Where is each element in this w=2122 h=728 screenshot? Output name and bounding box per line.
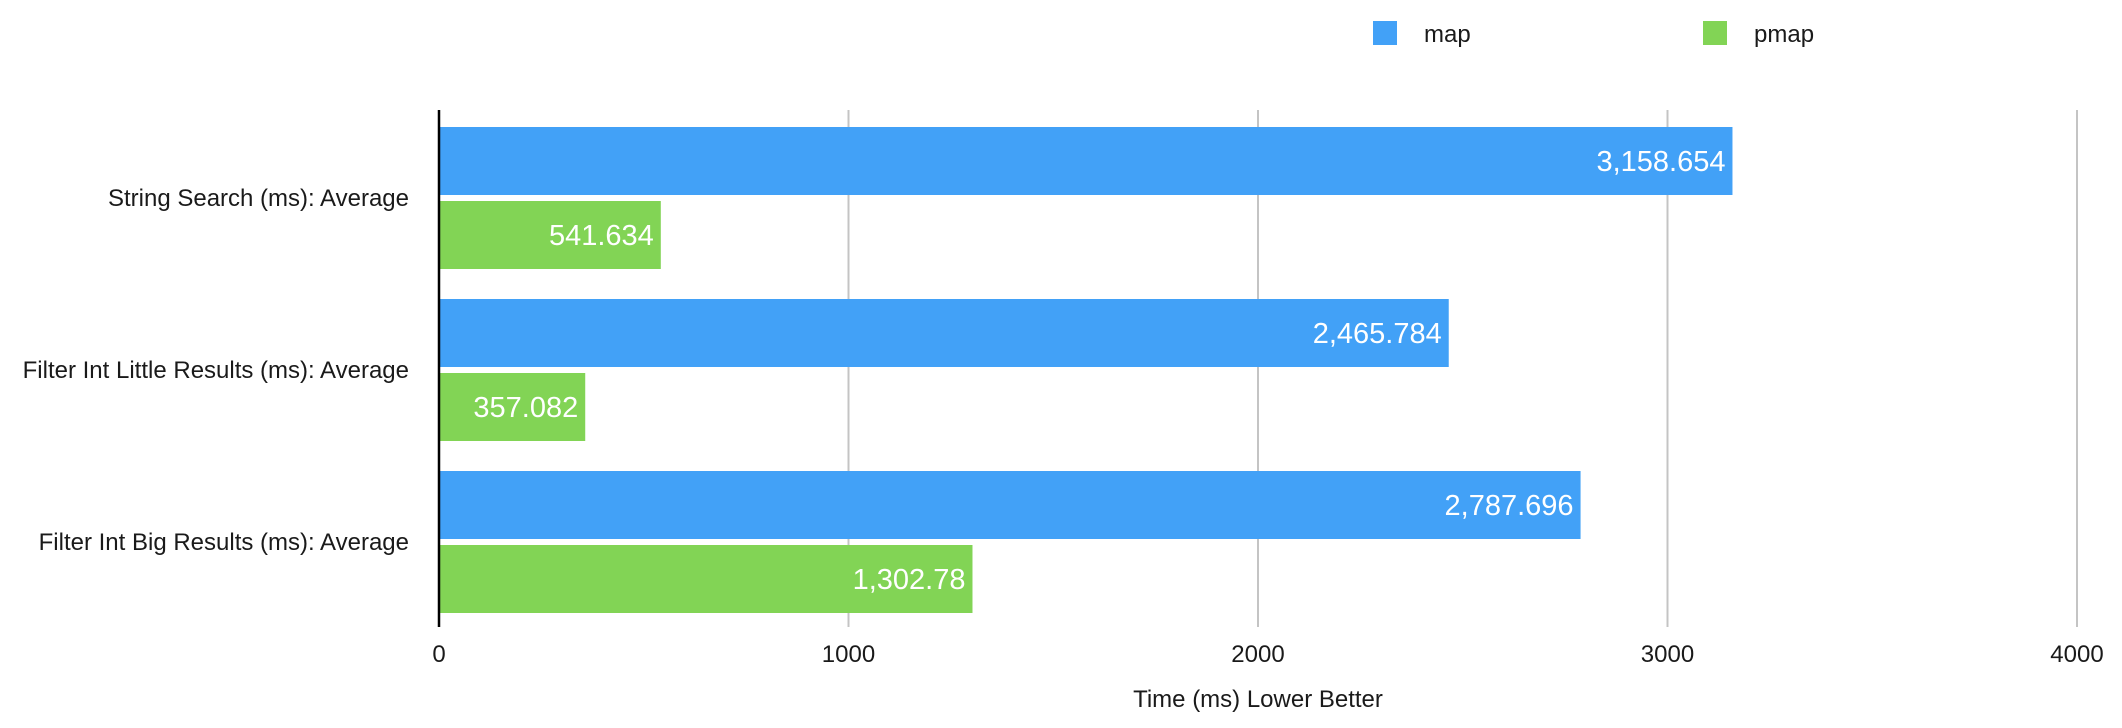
tick-labels: 0 1000 2000 3000 4000 [432, 641, 2103, 668]
category-label-0: String Search (ms): Average [108, 185, 409, 212]
x-tick-label-2000: 2000 [1231, 641, 1284, 668]
x-tick-label-1000: 1000 [822, 641, 875, 668]
bar-label-map-0: 3,158.654 [1596, 146, 1725, 178]
bar-label-pmap-1: 357.082 [473, 392, 578, 424]
bar-pmap-1 [439, 373, 586, 441]
x-tick-label-3000: 3000 [1641, 641, 1694, 668]
bar-label-pmap-2: 1,302.78 [853, 564, 966, 596]
bar-label-pmap-0: 541.634 [549, 220, 654, 252]
category-label-2: Filter Int Big Results (ms): Average [39, 529, 409, 556]
bar-map-0 [439, 127, 1733, 195]
x-tick-label-4000: 4000 [2050, 641, 2103, 668]
bar-pmap-2 [439, 545, 973, 613]
bar-label-map-2: 2,787.696 [1445, 490, 1574, 522]
legend-swatch-map [1373, 21, 1397, 45]
bar-pmap-0 [439, 201, 661, 269]
bar-label-map-1: 2,465.784 [1313, 318, 1442, 350]
grid-lines [847, 110, 2078, 627]
x-axis-title: Time (ms) Lower Better [1133, 686, 1383, 713]
bars [439, 127, 1733, 613]
legend: map pmap [1373, 21, 1814, 48]
legend-label-pmap: pmap [1754, 21, 1814, 48]
bar-map-1 [439, 299, 1449, 367]
legend-label-map: map [1424, 21, 1471, 48]
bar-map-2 [439, 471, 1581, 539]
x-tick-label-0: 0 [432, 641, 445, 668]
category-label-1: Filter Int Little Results (ms): Average [23, 357, 409, 384]
legend-swatch-pmap [1703, 21, 1727, 45]
bar-labels: 3,158.654 541.634 2,465.784 357.082 2,787.69… [473, 146, 1725, 596]
category-labels: String Search (ms): Average Filter Int Li… [23, 185, 409, 556]
